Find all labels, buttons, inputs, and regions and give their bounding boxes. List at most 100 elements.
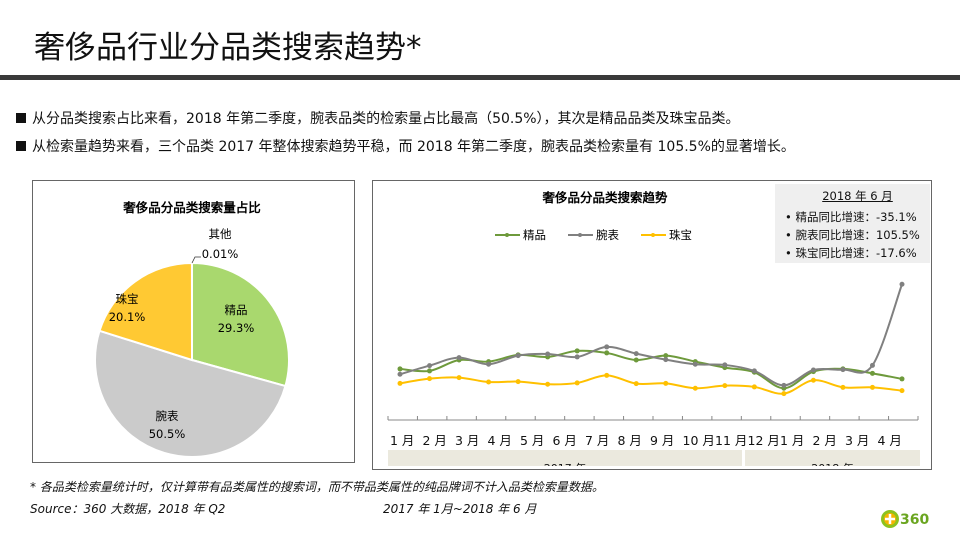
x-tick-label: 8 月 [617,433,642,448]
data-point [810,377,816,383]
slice-label: 其他 [209,227,232,241]
data-point [397,371,403,377]
data-point [663,353,669,359]
slice-value: 0.01% [202,247,239,261]
data-point [810,367,816,373]
x-tick-label: 9 月 [650,433,675,448]
data-point [722,362,728,368]
data-point [574,348,580,354]
legend-marker [578,233,582,237]
data-point [692,361,698,367]
bullet-square-icon [16,113,26,123]
page-title: 奢侈品行业分品类搜索趋势* [34,30,422,66]
x-tick-label: 4 月 [877,433,902,448]
info-text: 腕表同比增速：105.5% [795,228,920,242]
slice-label: 精品 [225,303,248,317]
data-point [427,376,433,382]
x-tick-label: 1 月 [780,433,805,448]
data-point [545,351,551,357]
leader-line [191,256,201,264]
x-tick-label: 2 月 [812,433,837,448]
legend-label: 珠宝 [669,228,692,242]
x-tick-label: 4 月 [487,433,512,448]
data-point [397,380,403,386]
svg-text:360: 360 [900,512,929,528]
data-point [692,385,698,391]
x-tick-label: 12 月 [747,433,780,448]
series-line-2 [399,374,903,395]
data-point [633,381,639,387]
slice-value: 20.1% [109,310,146,324]
data-point [604,350,610,356]
slice-label: 珠宝 [116,292,139,306]
data-point [899,376,905,382]
data-point [456,355,462,361]
x-tick-label: 3 月 [455,433,480,448]
data-point [427,368,433,374]
data-point [515,353,521,359]
data-point [604,344,610,350]
slice-label: 腕表 [156,409,179,423]
footnote: * 各品类检索量统计时，仅计算带有品类属性的搜索词，而不带品类属性的纯品牌词不计… [30,480,604,494]
data-point [751,384,757,390]
data-point [899,281,905,287]
data-point [397,366,403,372]
x-tick-label: 3 月 [845,433,870,448]
slice-value: 50.5% [149,427,186,441]
data-point [722,383,728,389]
data-point [574,380,580,386]
source: Source：360 大数据，2018 年 Q2 [30,502,226,516]
data-point [899,388,905,394]
data-point [486,361,492,367]
data-point [515,379,521,385]
year-band-2017: 2017 年 [388,450,742,466]
bullet-text: 从检索量趋势来看，三个品类 2017 年整体搜索趋势平稳，而 2018 年第二季… [32,139,795,155]
legend-label: 腕表 [596,228,619,242]
data-point [427,363,433,369]
bullet-2: 从检索量趋势来看，三个品类 2017 年整体搜索趋势平稳，而 2018 年第二季… [16,136,795,156]
info-line: • 腕表同比增速：105.5% [785,228,920,242]
data-point [633,357,639,363]
slice-value: 29.3% [218,321,255,335]
legend-label: 精品 [523,228,546,242]
data-point [869,362,875,368]
info-line: • 精品同比增速：-35.1% [785,210,917,224]
360-logo: 360 [881,510,929,528]
info-line: • 珠宝同比增速：-17.6% [785,246,917,260]
data-point [574,354,580,360]
pie-slice-0 [191,261,290,388]
line-title: 奢侈品分品类搜索趋势 [541,190,668,205]
data-point [869,384,875,390]
data-point [663,380,669,386]
legend-marker [505,233,509,237]
data-point [545,381,551,387]
x-tick-label: 11 月 [715,433,748,448]
pie-slice-2 [98,261,194,362]
pie-slice-1 [94,329,287,458]
x-tick-label: 2 月 [422,433,447,448]
info-box: 2018 年 6 月 • 精品同比增速：-35.1% • 腕表同比增速：105.… [775,184,930,263]
bullet-square-icon [16,141,26,151]
data-point [633,351,639,357]
pie-title: 奢侈品分品类搜索量占比 [122,200,261,215]
data-point [604,372,610,378]
x-tick-label: 10 月 [682,433,715,448]
x-tick-label: 6 月 [552,433,577,448]
x-tick-label: 1 月 [390,433,415,448]
data-point [840,384,846,390]
data-point [781,382,787,388]
title-divider [0,75,960,80]
x-tick-label: 5 月 [520,433,545,448]
data-point [781,391,787,397]
data-point [869,370,875,376]
period: 2017 年 1月~2018 年 6 月 [383,502,537,516]
data-point [663,357,669,363]
bullet-1: 从分品类搜索占比来看，2018 年第二季度，腕表品类的检索量占比最高（50.5%… [16,108,740,128]
info-text: 珠宝同比增速：-17.6% [795,246,917,260]
data-point [751,368,757,374]
legend-marker [651,233,655,237]
bullet-text: 从分品类搜索占比来看，2018 年第二季度，腕表品类的检索量占比最高（50.5%… [32,111,740,127]
info-heading: 2018 年 6 月 [822,189,893,203]
